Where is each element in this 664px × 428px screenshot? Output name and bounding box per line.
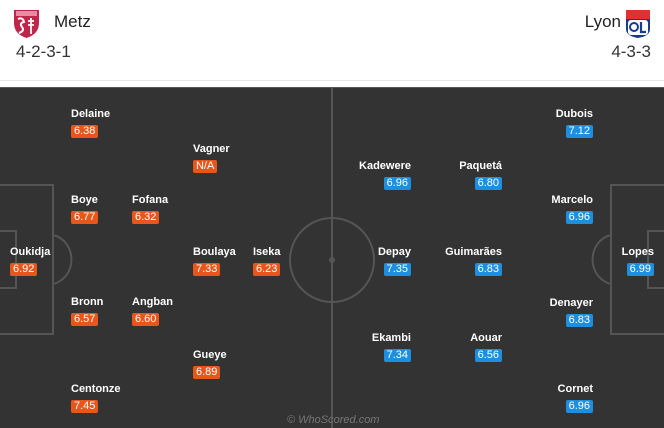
player-name: Dubois [555,108,593,120]
away-player[interactable]: Kadewere 6.96 [359,160,411,191]
player-name: Guimarães [445,246,502,258]
player-rating-badge: 6.32 [132,211,160,224]
home-player[interactable]: Centonze 7.45 [71,383,121,414]
home-player[interactable]: Oukidja 6.92 [10,246,50,277]
player-name: Vagner [193,143,230,155]
left-goal-area [0,230,17,289]
player-rating-badge: 6.77 [71,211,99,224]
player-name: Paquetá [459,160,502,172]
home-player[interactable]: Bronn 6.57 [71,296,103,327]
home-player[interactable]: Boulaya 7.33 [193,246,236,277]
home-player[interactable]: Boye 6.77 [71,194,99,225]
home-player[interactable]: Angban 6.60 [132,296,173,327]
lyon-crest-icon [626,10,650,38]
player-rating-badge: 6.83 [474,263,502,276]
player-name: Lopes [621,246,654,258]
player-name: Angban [132,296,173,308]
player-rating-badge: 6.96 [383,177,411,190]
player-rating-badge: 6.57 [71,313,99,326]
left-penalty-box [0,184,54,335]
player-rating-badge: 6.96 [565,211,593,224]
player-name: Centonze [71,383,121,395]
player-name: Delaine [71,108,111,120]
player-rating-badge: 6.23 [253,263,281,276]
player-name: Gueye [193,349,227,361]
home-player[interactable]: Vagner N/A [193,143,230,174]
player-rating-badge: N/A [193,160,218,173]
player-rating-badge: 6.56 [474,349,502,362]
away-player[interactable]: Paquetá 6.80 [459,160,502,191]
pitch [0,87,664,428]
away-player[interactable]: Depay 7.35 [378,246,411,277]
player-rating-badge: 6.38 [71,125,99,138]
player-name: Aouar [470,332,502,344]
player-name: Boye [71,194,98,206]
away-team-name[interactable]: Lyon [584,12,621,31]
center-circle [289,217,375,303]
player-rating-badge: 7.12 [565,125,593,138]
right-goal-area [647,230,664,289]
player-name: Denayer [549,297,593,309]
player-rating-badge: 7.45 [71,400,99,413]
home-player[interactable]: Gueye 6.89 [193,349,227,380]
header-divider [0,80,664,81]
away-player[interactable]: Guimarães 6.83 [445,246,502,277]
home-player[interactable]: Fofana 6.32 [132,194,168,225]
whoscored-watermark: © WhoScored.com [287,414,380,426]
player-name: Marcelo [551,194,593,206]
right-penalty-box [610,184,664,335]
player-rating-badge: 6.96 [565,400,593,413]
player-rating-badge: 7.34 [383,349,411,362]
away-player[interactable]: Ekambi 7.34 [372,332,411,363]
away-formation: 4-3-3 [611,42,651,61]
player-rating-badge: 7.35 [383,263,411,276]
player-name: Boulaya [193,246,236,258]
away-player[interactable]: Denayer 6.83 [550,297,593,328]
player-name: Depay [377,246,411,258]
player-name: Kadewere [359,160,411,172]
player-name: Oukidja [10,246,51,258]
player-name: Fofana [132,194,169,206]
player-name: Iseka [253,246,281,258]
away-player[interactable]: Cornet 6.96 [558,383,593,414]
away-player[interactable]: Marcelo 6.96 [551,194,593,225]
player-rating-badge: 6.80 [474,177,502,190]
player-rating-badge: 6.99 [626,263,654,276]
center-spot [329,257,335,263]
pitch-markings [0,88,664,428]
player-name: Bronn [71,296,104,308]
metz-crest-icon [14,10,39,38]
home-formation: 4-2-3-1 [16,42,71,61]
player-rating-badge: 7.33 [193,263,221,276]
player-rating-badge: 6.60 [132,313,160,326]
away-player[interactable]: Aouar 6.56 [470,332,502,363]
right-penalty-arc [591,234,612,285]
player-rating-badge: 6.83 [565,314,593,327]
player-name: Cornet [557,383,593,395]
home-player[interactable]: Delaine 6.38 [71,108,110,139]
player-rating-badge: 6.92 [10,263,38,276]
home-team-name[interactable]: Metz [54,12,91,31]
home-player[interactable]: Iseka 6.23 [253,246,281,277]
away-player[interactable]: Dubois 7.12 [556,108,593,139]
player-rating-badge: 6.89 [193,366,221,379]
player-name: Ekambi [371,332,411,344]
away-player[interactable]: Lopes 6.99 [622,246,654,277]
left-penalty-arc [52,234,73,285]
